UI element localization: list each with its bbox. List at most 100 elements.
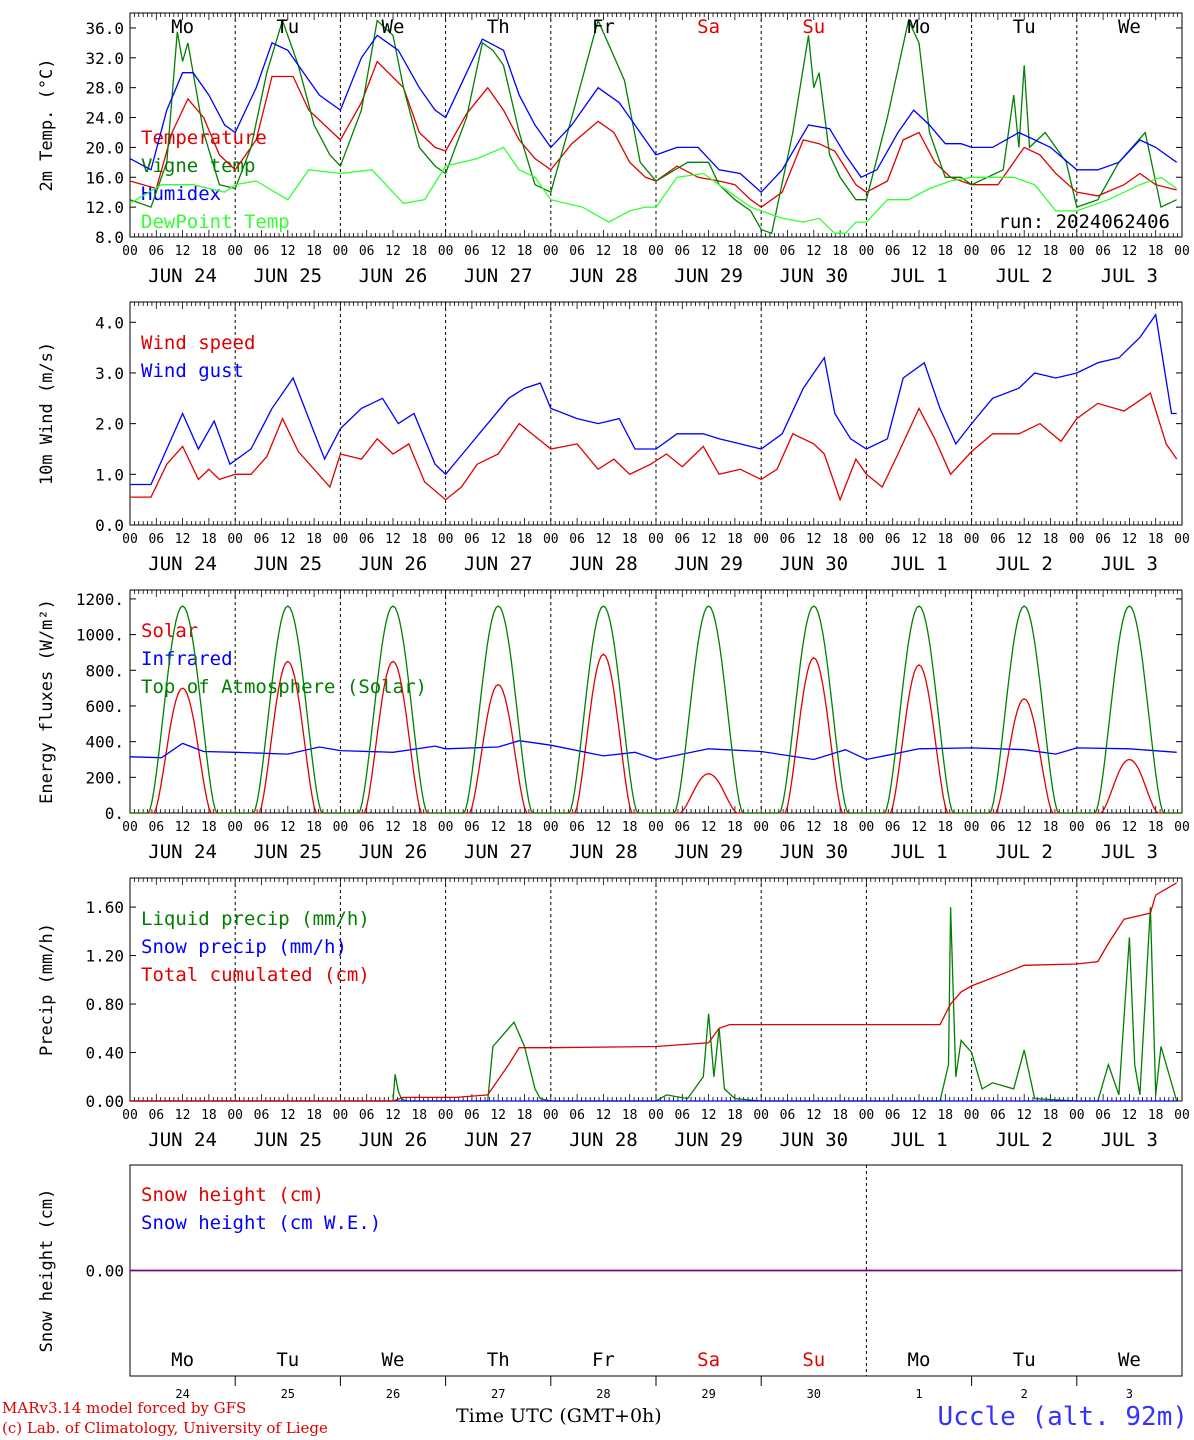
hour-tick-label: 06 — [885, 244, 901, 259]
hour-tick-label: 18 — [727, 532, 743, 547]
plot-frame-2 — [129, 589, 1183, 814]
date-label: JUL 2 — [996, 265, 1053, 287]
hour-tick-label: 18 — [937, 244, 953, 259]
hour-tick-label: 12 — [490, 1108, 506, 1123]
legend-entry: Humidex — [141, 183, 221, 205]
hour-tick-label: 00 — [122, 532, 138, 547]
hour-tick-label: 06 — [674, 532, 690, 547]
lab-credit: (c) Lab. of Climatology, University of L… — [2, 1419, 328, 1437]
y-tick-label: 8.0 — [95, 228, 124, 247]
station-label: Uccle (alt. 92m) — [937, 1402, 1188, 1432]
hour-tick-label: 06 — [780, 1108, 796, 1123]
hour-tick-label: 00 — [859, 532, 875, 547]
date-label: JUN 29 — [674, 553, 743, 575]
hour-tick-label: 06 — [254, 244, 270, 259]
day-number: 27 — [491, 1387, 505, 1401]
hour-tick-label: 06 — [780, 532, 796, 547]
day-number: 2 — [1021, 1387, 1028, 1401]
date-label: JUL 1 — [890, 553, 947, 575]
hour-tick-label: 06 — [359, 244, 375, 259]
legend-entry: Infrared — [141, 648, 233, 670]
hour-tick-label: 06 — [148, 820, 164, 835]
hour-tick-label: 06 — [569, 820, 585, 835]
hour-tick-label: 00 — [859, 1108, 875, 1123]
day-number: 26 — [386, 1387, 400, 1401]
hour-tick-label: 06 — [885, 820, 901, 835]
date-label: JUN 30 — [779, 553, 848, 575]
day-abbr-top: We — [1118, 16, 1141, 38]
hour-tick-label: 18 — [832, 1108, 848, 1123]
hour-tick-label: 00 — [964, 820, 980, 835]
date-label: JUN 26 — [359, 265, 428, 287]
hour-tick-label: 12 — [1122, 1108, 1138, 1123]
day-abbr-bottom: Mo — [171, 1349, 194, 1371]
hour-tick-label: 18 — [1043, 532, 1059, 547]
day-abbr-top: Su — [802, 16, 825, 38]
hour-tick-label: 12 — [280, 244, 296, 259]
model-credit: MARv3.14 model forced by GFS — [2, 1399, 247, 1417]
hour-tick-label: 12 — [385, 1108, 401, 1123]
hour-tick-label: 12 — [175, 532, 191, 547]
hour-tick-label: 00 — [333, 244, 349, 259]
hour-tick-label: 00 — [227, 820, 243, 835]
hour-tick-label: 06 — [464, 1108, 480, 1123]
y-tick-label: 2.0 — [95, 415, 124, 434]
hour-tick-label: 18 — [622, 532, 638, 547]
hour-tick-label: 12 — [596, 1108, 612, 1123]
y-tick-label: 4.0 — [95, 313, 124, 332]
y-tick-label: 400. — [85, 733, 124, 752]
y-tick-label: 1.0 — [95, 465, 124, 484]
hour-tick-label: 00 — [438, 532, 454, 547]
hour-tick-label: 18 — [1043, 1108, 1059, 1123]
date-label: JUN 25 — [253, 1129, 322, 1151]
date-label: JUN 25 — [253, 265, 322, 287]
hour-tick-label: 06 — [148, 1108, 164, 1123]
hour-tick-label: 00 — [964, 244, 980, 259]
day-abbr-top: Fr — [592, 16, 615, 38]
hour-tick-label: 12 — [596, 244, 612, 259]
date-label: JUN 26 — [359, 553, 428, 575]
y-tick-label: 28.0 — [85, 79, 124, 98]
date-label: JUN 26 — [359, 841, 428, 863]
hour-tick-label: 00 — [648, 532, 664, 547]
legend-entry: DewPoint Temp — [141, 211, 290, 233]
y-tick-label: 1.20 — [85, 947, 124, 966]
hour-tick-label: 12 — [1122, 820, 1138, 835]
hour-tick-label: 00 — [859, 820, 875, 835]
date-label: JUN 26 — [359, 1129, 428, 1151]
day-abbr-top: Tu — [1013, 16, 1036, 38]
date-label: JUN 25 — [253, 841, 322, 863]
y-tick-label: 16.0 — [85, 168, 124, 187]
hour-tick-label: 00 — [122, 1108, 138, 1123]
hour-tick-label: 18 — [937, 532, 953, 547]
hour-tick-label: 00 — [333, 820, 349, 835]
date-label: JUL 1 — [890, 1129, 947, 1151]
y-tick-label: 0. — [105, 804, 124, 823]
hour-tick-label: 00 — [1069, 820, 1085, 835]
hour-tick-label: 12 — [1122, 244, 1138, 259]
legend-entry: Snow precip (mm/h) — [141, 936, 347, 958]
hour-tick-label: 18 — [727, 1108, 743, 1123]
series-line — [130, 313, 1177, 486]
series-line — [129, 60, 1177, 208]
hour-tick-label: 00 — [438, 1108, 454, 1123]
day-abbr-bottom: We — [382, 1349, 405, 1371]
date-label: JUL 3 — [1101, 841, 1158, 863]
hour-tick-label: 18 — [411, 820, 427, 835]
hour-tick-label: 12 — [911, 532, 927, 547]
date-label: JUN 24 — [148, 265, 217, 287]
day-abbr-bottom: Su — [802, 1349, 825, 1371]
date-label: JUL 2 — [996, 841, 1053, 863]
hour-tick-label: 00 — [648, 1108, 664, 1123]
hour-tick-label: 18 — [727, 820, 743, 835]
y-tick-label: 200. — [85, 768, 124, 787]
y-tick-label: 32.0 — [85, 49, 124, 68]
hour-tick-label: 06 — [990, 820, 1006, 835]
day-number: 25 — [281, 1387, 295, 1401]
hour-tick-label: 00 — [543, 244, 559, 259]
hour-tick-label: 00 — [122, 244, 138, 259]
hour-tick-label: 12 — [385, 820, 401, 835]
hour-tick-label: 00 — [438, 244, 454, 259]
hour-tick-label: 00 — [1174, 244, 1190, 259]
date-label: JUN 29 — [674, 265, 743, 287]
